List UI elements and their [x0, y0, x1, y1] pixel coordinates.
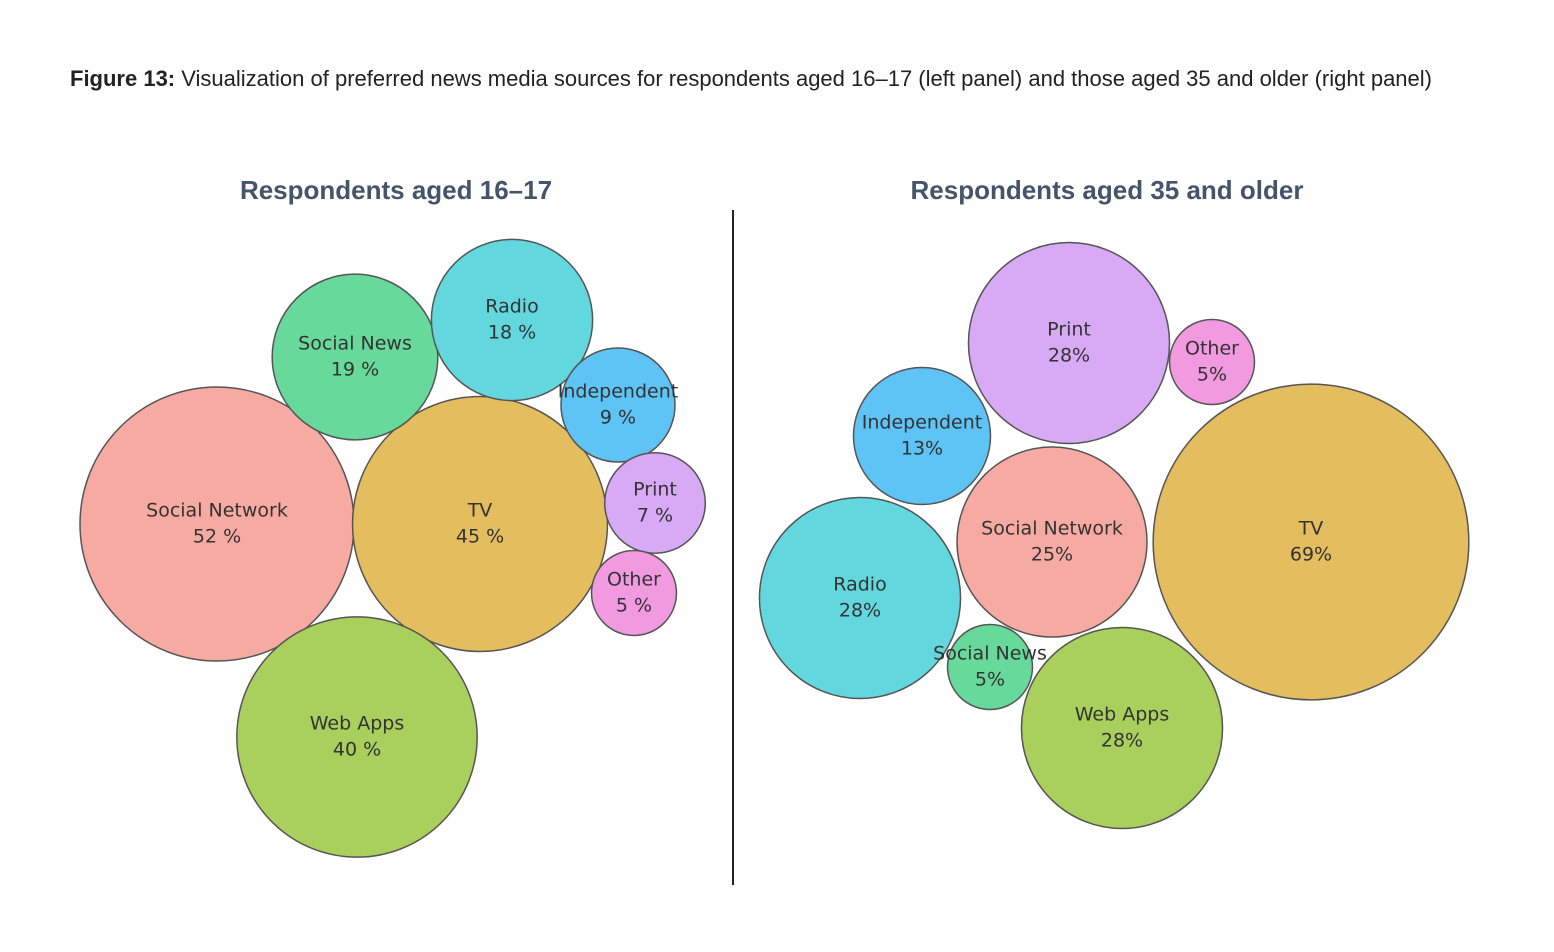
bubble-value: 18 % [488, 322, 536, 344]
bubble-label: TV [1298, 518, 1324, 540]
bubble [956, 446, 1148, 638]
caption-text: Visualization of preferred news media so… [181, 66, 1432, 91]
bubble [758, 496, 962, 700]
bubble-label: Print [1047, 319, 1091, 341]
bubble-value: 69% [1290, 544, 1332, 566]
bubble-label: Other [607, 569, 661, 591]
bubble-value: 28% [1048, 345, 1090, 367]
bubble-value: 25% [1031, 544, 1073, 566]
bubble [351, 395, 609, 653]
bubble [590, 549, 678, 637]
bubble-value: 40 % [333, 739, 381, 761]
panel-title: Respondents aged 35 and older [911, 175, 1304, 205]
bubble-label: Social News [933, 643, 1047, 665]
bubble [1020, 626, 1224, 830]
bubble [430, 238, 594, 402]
panel-title: Respondents aged 16–17 [240, 175, 552, 205]
bubble-label: Print [633, 479, 677, 501]
bubble-value: 45 % [456, 526, 504, 548]
bubble [967, 241, 1171, 445]
bubble [560, 347, 676, 463]
bubble-value: 28% [1101, 730, 1143, 752]
bubble-value: 9 % [600, 407, 636, 429]
bubble [1152, 383, 1470, 701]
caption: Figure 13: Visualization of preferred ne… [70, 58, 1470, 100]
bubble-label: Web Apps [1075, 704, 1169, 726]
bubble-label: Social News [298, 333, 412, 355]
bubble-label: Other [1185, 338, 1239, 360]
bubble [946, 623, 1034, 711]
bubble [852, 366, 992, 506]
bubble [271, 273, 439, 441]
bubble-value: 7 % [637, 505, 673, 527]
caption-label: Figure 13: [70, 66, 176, 91]
bubble-label: Radio [833, 574, 886, 596]
bubble-value: 5% [1197, 364, 1227, 386]
bubble-label: Social Network [146, 500, 288, 522]
bubble [603, 451, 707, 555]
bubble-label: TV [467, 500, 493, 522]
bubble-label: Independent [862, 412, 982, 434]
bubble-label: Social Network [981, 518, 1123, 540]
bubble-label: Web Apps [310, 713, 404, 735]
bubble-value: 28% [839, 600, 881, 622]
bubble [236, 616, 478, 858]
bubble-value: 13% [901, 438, 943, 460]
bubble [1168, 318, 1256, 406]
bubble-value: 19 % [331, 359, 379, 381]
bubble-value: 5 % [616, 595, 652, 617]
bubble-value: 5% [975, 669, 1005, 691]
bubble-value: 52 % [193, 526, 241, 548]
bubble-label: Independent [558, 381, 678, 403]
bubble-label: Radio [485, 296, 538, 318]
